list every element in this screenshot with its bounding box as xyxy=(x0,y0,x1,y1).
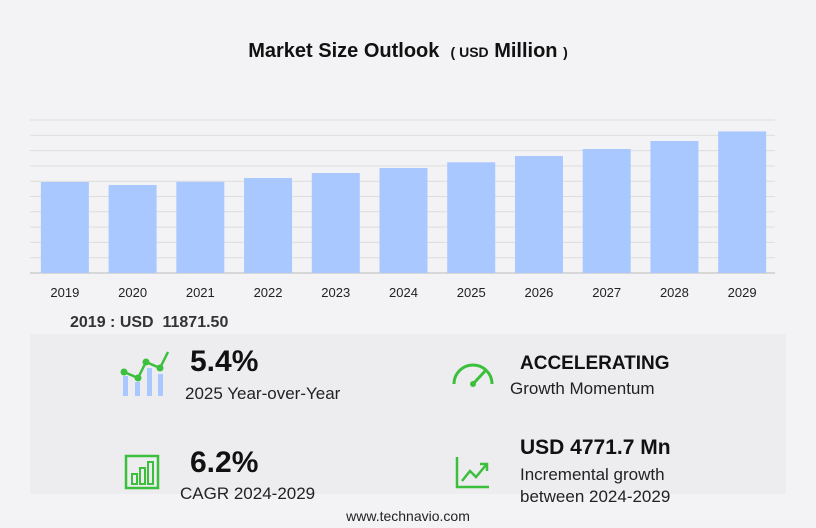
x-tick-label: 2024 xyxy=(389,285,418,300)
x-tick-label: 2026 xyxy=(524,285,553,300)
bar-2027 xyxy=(582,148,631,273)
bar-chart: 2019 2020 2021 2022 2023 2024 2025 2026 2027 2028… xyxy=(30,119,775,300)
incremental-value: USD 4771.7 Mn xyxy=(520,436,671,459)
growth-chart-icon xyxy=(120,351,170,396)
momentum-value: ACCELERATING xyxy=(520,353,670,374)
bar-2029 xyxy=(718,131,767,273)
cagr-label: CAGR 2024-2029 xyxy=(180,484,316,503)
incremental-label-2: between 2024-2029 xyxy=(520,487,671,506)
bar-2020 xyxy=(108,185,157,273)
yoy-value: 5.4% xyxy=(190,345,259,378)
momentum-label: Growth Momentum xyxy=(510,379,655,398)
x-tick-label: 2027 xyxy=(592,285,621,300)
bar-2028 xyxy=(650,141,699,273)
bar-2026 xyxy=(514,156,563,273)
bar-2023 xyxy=(311,173,360,273)
x-tick-label: 2023 xyxy=(321,285,350,300)
bar-2021 xyxy=(176,181,225,273)
kpi-panel xyxy=(30,334,786,494)
x-tick-label: 2019 xyxy=(50,285,79,300)
yoy-label: 2025 Year-over-Year xyxy=(185,384,341,403)
footer-url: www.technavio.com xyxy=(346,508,470,524)
cagr-value: 6.2% xyxy=(190,446,259,479)
trend-up-icon xyxy=(455,457,489,489)
x-tick-label: 2022 xyxy=(254,285,283,300)
incremental-label-1: Incremental growth xyxy=(520,465,665,484)
bar-2019 xyxy=(40,182,89,273)
chart-title: Market Size Outlook ( USD Million ) xyxy=(248,40,568,62)
base-year-value: 2019 : USD 11871.50 xyxy=(70,314,229,331)
x-tick-label: 2021 xyxy=(186,285,215,300)
bar-2024 xyxy=(379,167,428,273)
x-tick-label: 2025 xyxy=(457,285,486,300)
bar-2022 xyxy=(244,178,293,273)
bar-chart-icon xyxy=(124,454,160,490)
x-tick-label: 2028 xyxy=(660,285,689,300)
bar-2025 xyxy=(447,162,496,273)
x-tick-label: 2029 xyxy=(728,285,757,300)
x-tick-label: 2020 xyxy=(118,285,147,300)
speedometer-icon xyxy=(452,363,494,387)
